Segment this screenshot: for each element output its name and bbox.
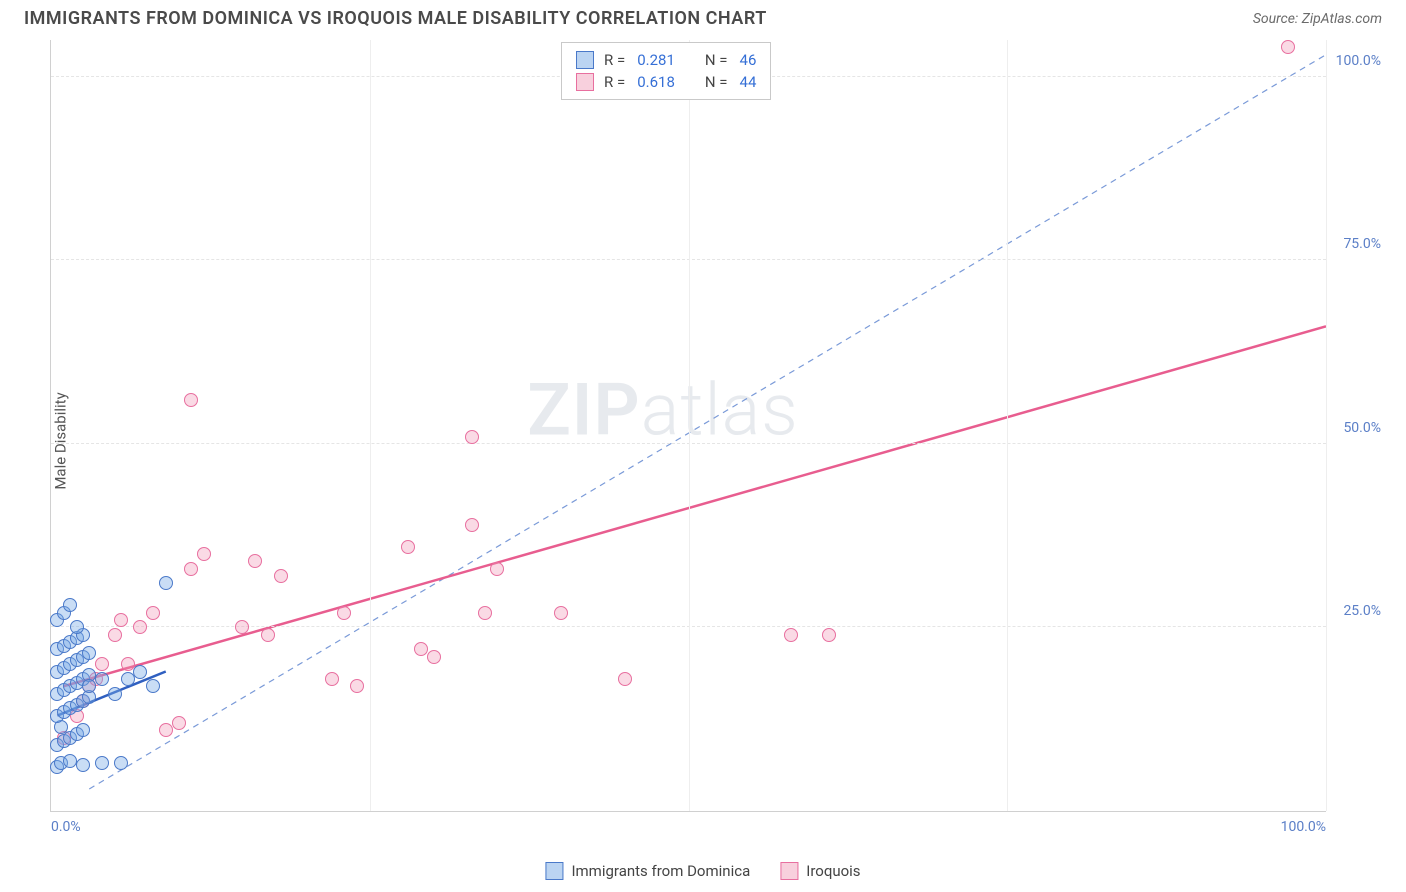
r-label: R = <box>604 73 625 91</box>
data-point-pink <box>618 672 632 686</box>
n-value-pink: 44 <box>740 73 757 91</box>
data-point-pink <box>261 628 275 642</box>
scatter-plot: ZIPatlas R = 0.281 N = 46 R = 0.618 N = … <box>50 40 1326 812</box>
data-point-pink <box>274 569 288 583</box>
y-tick-label: 100.0% <box>1336 53 1381 69</box>
data-point-pink <box>325 672 339 686</box>
source-prefix: Source: <box>1253 11 1302 27</box>
chart-title: IMMIGRANTS FROM DOMINICA VS IROQUOIS MAL… <box>24 8 767 29</box>
data-point-pink <box>133 620 147 634</box>
x-tick-label: 0.0% <box>51 819 81 835</box>
watermark-atlas: atlas <box>641 368 799 453</box>
data-point-blue <box>114 756 128 770</box>
data-point-pink <box>490 562 504 576</box>
data-point-pink <box>822 628 836 642</box>
data-point-pink <box>114 613 128 627</box>
data-point-pink <box>108 628 122 642</box>
correlation-stats-box: R = 0.281 N = 46 R = 0.618 N = 44 <box>561 42 771 100</box>
n-label: N = <box>705 51 728 69</box>
r-value-blue: 0.281 <box>637 51 675 69</box>
data-point-blue <box>133 665 147 679</box>
data-point-blue <box>82 679 96 693</box>
data-point-pink <box>159 723 173 737</box>
swatch-blue-icon <box>545 862 563 880</box>
watermark-zip: ZIP <box>527 368 640 453</box>
data-point-pink <box>1281 40 1295 54</box>
data-point-blue <box>95 756 109 770</box>
data-point-pink <box>121 657 135 671</box>
source-name: ZipAtlas.com <box>1302 11 1382 27</box>
chart-area: Male Disability ZIPatlas R = 0.281 N = 4… <box>40 40 1386 842</box>
source-text: Source: ZipAtlas.com <box>1253 11 1382 27</box>
stats-row-pink: R = 0.618 N = 44 <box>576 71 756 93</box>
n-value-blue: 46 <box>740 51 757 69</box>
data-point-pink <box>478 606 492 620</box>
chart-header: IMMIGRANTS FROM DOMINICA VS IROQUOIS MAL… <box>0 0 1406 29</box>
data-point-pink <box>248 554 262 568</box>
stats-row-blue: R = 0.281 N = 46 <box>576 49 756 71</box>
gridline-v <box>689 40 690 811</box>
gridline-v <box>1326 40 1327 811</box>
data-point-pink <box>146 606 160 620</box>
legend-item-pink: Iroquois <box>780 862 860 880</box>
data-point-blue <box>70 620 84 634</box>
data-point-pink <box>784 628 798 642</box>
n-label: N = <box>705 73 728 91</box>
data-point-blue <box>76 758 90 772</box>
data-point-pink <box>184 393 198 407</box>
data-point-blue <box>121 672 135 686</box>
data-point-pink <box>465 430 479 444</box>
data-point-blue <box>159 576 173 590</box>
data-point-blue <box>76 723 90 737</box>
swatch-pink-icon <box>780 862 798 880</box>
watermark: ZIPatlas <box>527 368 799 453</box>
data-point-pink <box>414 642 428 656</box>
data-point-blue <box>82 646 96 660</box>
data-point-pink <box>235 620 249 634</box>
x-tick-label: 100.0% <box>1281 819 1326 835</box>
gridline-v <box>1007 40 1008 811</box>
swatch-blue-icon <box>576 51 594 69</box>
legend-label-pink: Iroquois <box>806 862 860 880</box>
data-point-pink <box>172 716 186 730</box>
data-point-pink <box>554 606 568 620</box>
swatch-pink-icon <box>576 73 594 91</box>
data-point-pink <box>95 657 109 671</box>
data-point-pink <box>465 518 479 532</box>
legend-item-blue: Immigrants from Dominica <box>545 862 750 880</box>
r-value-pink: 0.618 <box>637 73 675 91</box>
r-label: R = <box>604 51 625 69</box>
data-point-pink <box>350 679 364 693</box>
data-point-blue <box>108 687 122 701</box>
data-point-blue <box>146 679 160 693</box>
y-tick-label: 75.0% <box>1343 236 1381 252</box>
data-point-blue <box>95 672 109 686</box>
legend: Immigrants from Dominica Iroquois <box>545 862 860 880</box>
data-point-blue <box>63 598 77 612</box>
data-point-pink <box>401 540 415 554</box>
legend-label-blue: Immigrants from Dominica <box>571 862 750 880</box>
data-point-pink <box>337 606 351 620</box>
gridline-v <box>370 40 371 811</box>
data-point-pink <box>184 562 198 576</box>
y-tick-label: 25.0% <box>1343 603 1381 619</box>
data-point-pink <box>427 650 441 664</box>
y-tick-label: 50.0% <box>1343 420 1381 436</box>
data-point-pink <box>197 547 211 561</box>
